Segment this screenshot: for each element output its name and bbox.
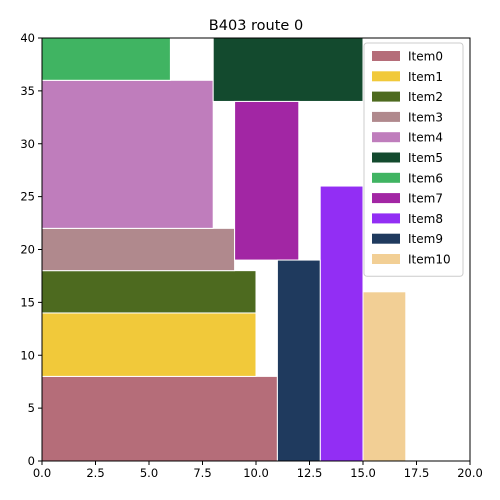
- legend-swatch: [372, 193, 400, 204]
- legend-swatch: [372, 213, 400, 224]
- legend-swatch: [372, 254, 400, 264]
- bar-item-5: [212, 37, 364, 102]
- y-tick-label: 0: [28, 454, 35, 468]
- legend-swatch: [372, 111, 400, 122]
- y-tick-label: 15: [20, 295, 35, 309]
- legend-label: Item2: [408, 90, 443, 104]
- legend-swatch: [372, 233, 400, 244]
- bar-item-2: [41, 270, 257, 314]
- legend-label: Item1: [408, 70, 443, 84]
- x-tick-label: 10.0: [243, 466, 269, 480]
- legend-label: Item9: [408, 232, 443, 246]
- x-tick-label: 17.5: [404, 466, 430, 480]
- x-axis: 0.0 2.5 5.0 7.5 10.0 12.5 15.0 17.5 20.0: [33, 461, 483, 480]
- bar-item-10: [362, 291, 407, 462]
- legend-label: Item8: [408, 212, 443, 226]
- bar-item-8: [319, 185, 364, 462]
- legend-label: Item10: [408, 253, 451, 267]
- legend-label: Item6: [408, 171, 443, 185]
- x-tick-label: 7.5: [193, 466, 211, 480]
- legend-label: Item4: [408, 131, 443, 145]
- chart-title: B403 route 0: [209, 18, 303, 34]
- bar-item-7: [234, 100, 300, 261]
- legend-swatch: [372, 51, 400, 61]
- legend-swatch: [372, 152, 400, 163]
- bar-item-3: [41, 227, 236, 272]
- legend-label: Item5: [408, 151, 443, 165]
- y-tick-label: 5: [28, 401, 35, 415]
- bar-item-4: [41, 79, 214, 229]
- y-tick-label: 10: [20, 348, 35, 362]
- bar-item-1: [41, 312, 257, 377]
- bar-item-9: [276, 259, 321, 462]
- y-tick-label: 20: [20, 243, 35, 257]
- y-tick-label: 25: [20, 190, 35, 204]
- x-tick-label: 15.0: [350, 466, 376, 480]
- y-tick-label: 35: [20, 84, 35, 98]
- y-axis: 0 5 10 15 20 25 30 35 40: [20, 31, 42, 468]
- x-tick-label: 2.5: [86, 466, 104, 480]
- legend-swatch: [372, 132, 400, 143]
- bar-item-6: [41, 37, 171, 81]
- legend-swatch: [372, 172, 400, 183]
- x-tick-label: 0.0: [33, 466, 51, 480]
- y-tick-label: 30: [20, 137, 35, 151]
- x-tick-label: 20.0: [457, 466, 483, 480]
- bars-group: [41, 37, 407, 462]
- bar-item-0: [41, 375, 278, 462]
- legend-swatch: [372, 91, 400, 102]
- legend-label: Item7: [408, 192, 443, 206]
- legend-label: Item0: [408, 50, 443, 64]
- legend-label: Item3: [408, 110, 443, 124]
- legend: Item0 Item1 Item2 Item3 Item4 Item5 Item6 Item7…: [363, 42, 464, 277]
- x-tick-label: 5.0: [140, 466, 158, 480]
- x-tick-label: 12.5: [297, 466, 323, 480]
- legend-swatch: [372, 71, 400, 82]
- y-tick-label: 40: [20, 31, 35, 45]
